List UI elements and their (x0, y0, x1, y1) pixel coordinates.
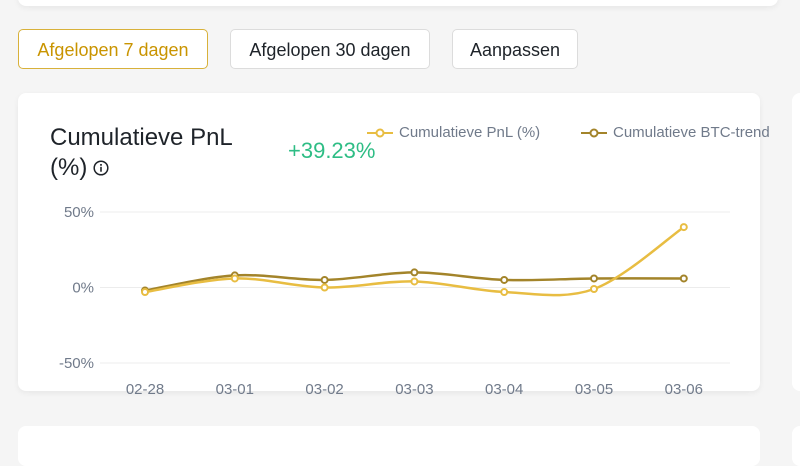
y-tick-label: 50% (64, 204, 94, 221)
pnl-data-point[interactable] (320, 283, 329, 292)
btc-data-point[interactable] (500, 275, 509, 284)
pnl-data-point[interactable] (141, 288, 149, 297)
legend-pnl[interactable]: Cumulatieve PnL (%) (367, 124, 540, 141)
last-7-days-button[interactable]: Afgelopen 7 dagen (18, 29, 208, 69)
pnl-value: +39.23% (288, 138, 376, 163)
legend-pnl-marker (367, 128, 393, 137)
btc-data-point[interactable] (410, 268, 419, 277)
summary-card (18, 0, 778, 6)
x-tick-label: 02-28 (126, 381, 164, 398)
legend-btc-marker (581, 128, 607, 137)
x-tick-label: 03-04 (485, 381, 523, 398)
pnl-data-point[interactable] (230, 274, 239, 283)
pnl-data-point[interactable] (590, 285, 598, 294)
x-tick-label: 03-01 (216, 381, 254, 398)
y-tick-label: -50% (59, 355, 94, 372)
chart-title-text: Cumulatieve PnL (%) (50, 124, 232, 181)
pnl-data-point[interactable] (679, 223, 688, 232)
x-tick-label: 03-03 (395, 381, 433, 398)
x-tick-label: 03-02 (305, 381, 343, 398)
pnl-data-point[interactable] (500, 288, 509, 297)
y-tick-label: 0% (72, 280, 94, 297)
pnl-line-chart: 50% 0% -50% 02-28 03-01 03-02 03-03 03-04 03-05 0… (59, 204, 730, 398)
last-30-days-button[interactable]: Afgelopen 30 dagen (230, 29, 430, 69)
info-icon[interactable] (93, 160, 109, 176)
legend-btc[interactable]: Cumulatieve BTC-trend (581, 124, 770, 141)
legend-pnl-label: Cumulatieve PnL (%) (399, 124, 541, 141)
x-tick-label: 03-06 (665, 381, 703, 398)
btc-data-point[interactable] (590, 274, 598, 283)
custom-range-button[interactable]: Aanpassen (452, 29, 578, 69)
pnl-chart-card (18, 93, 760, 391)
legend-btc-label: Cumulatieve BTC-trend (613, 124, 770, 141)
next-card-edge (792, 93, 800, 391)
chart-title: Cumulatieve PnL (%) (50, 123, 270, 183)
pnl-data-point[interactable] (410, 277, 419, 286)
x-tick-label: 03-05 (575, 381, 613, 398)
btc-data-point[interactable] (679, 274, 688, 283)
btc-data-point[interactable] (320, 275, 329, 284)
